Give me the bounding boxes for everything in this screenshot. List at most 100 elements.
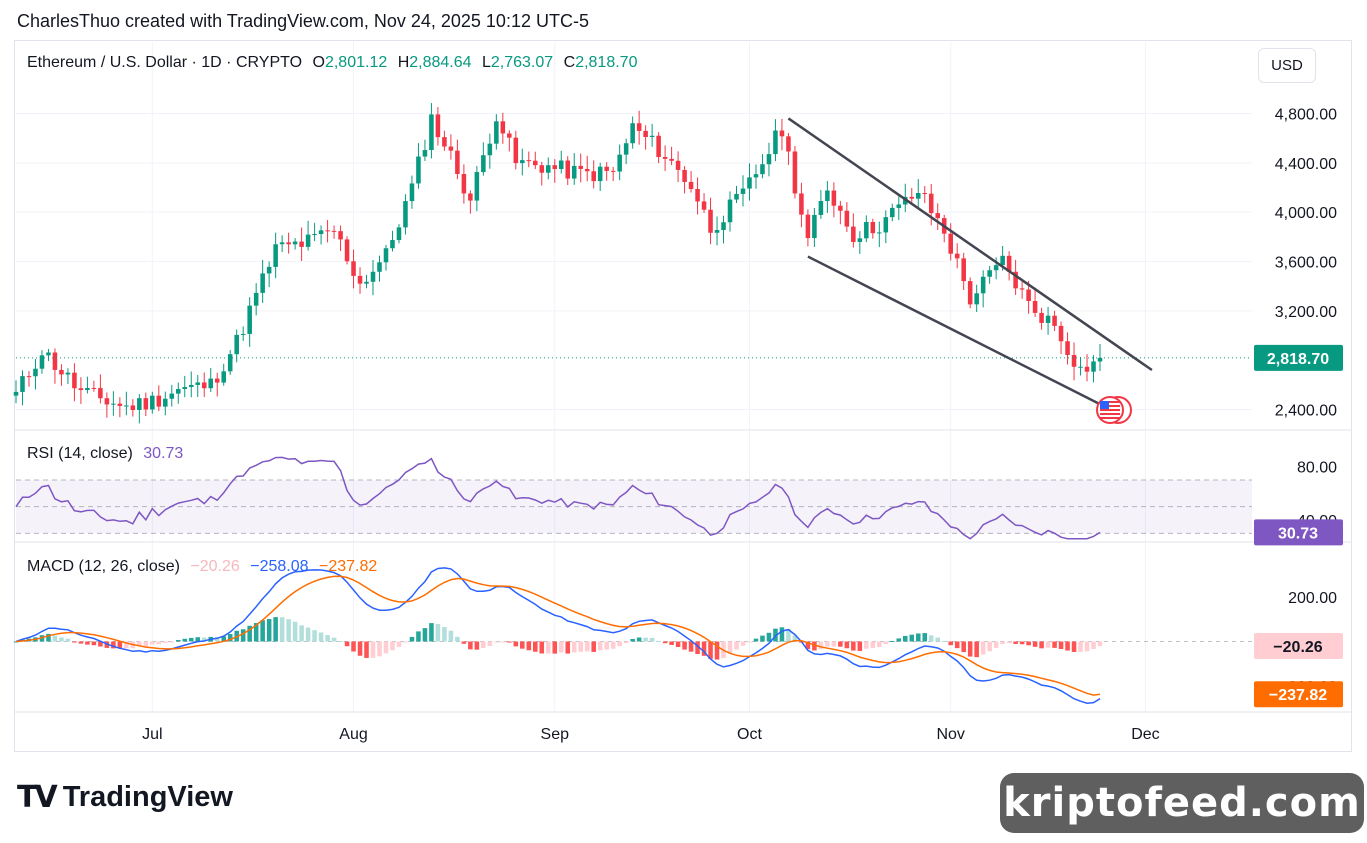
macd-histogram-bar — [357, 641, 363, 656]
macd-histogram-bar — [578, 641, 583, 652]
macd-histogram-bar — [266, 619, 272, 642]
macd-histogram-bar — [636, 637, 642, 642]
macd-histogram-bar — [364, 641, 369, 658]
macd-histogram-bar — [1013, 641, 1018, 644]
tradingview-mark-icon: TV — [17, 780, 58, 815]
macd-histogram-bar — [500, 641, 506, 643]
macd-histogram-bar — [150, 641, 155, 645]
macd-histogram-bar — [675, 641, 681, 648]
macd-histogram-bar — [1078, 641, 1083, 652]
candle-body — [799, 193, 804, 215]
candle-body — [39, 355, 45, 369]
macd-histogram-bar — [584, 641, 590, 652]
candle-body — [163, 398, 168, 407]
macd-histogram-bar — [838, 641, 843, 647]
price-badge-box — [1254, 344, 1343, 371]
candle-body — [565, 160, 571, 179]
macd-histogram-bar — [85, 641, 90, 645]
time-axis-label: Nov — [936, 726, 964, 743]
macd-histogram-bar — [571, 641, 577, 653]
macd-histogram-bar — [915, 633, 921, 642]
tradingview-wordmark: TradingView — [62, 781, 233, 813]
candle-body — [98, 388, 103, 399]
candle-body — [286, 242, 291, 245]
macd-histogram-bar — [292, 621, 298, 642]
macd-histogram-bar — [851, 641, 856, 651]
candle-body — [1052, 315, 1057, 326]
pane-separators — [15, 429, 1351, 713]
macd-histogram-bar — [240, 629, 246, 642]
macd-histogram-bar — [494, 641, 499, 643]
macd-histogram-bar — [1071, 641, 1077, 652]
macd-histogram-bar — [753, 638, 759, 642]
candle-body — [533, 160, 538, 166]
macd-histogram-bar — [176, 639, 181, 642]
macd-histogram-bar — [111, 641, 116, 649]
candle-body — [649, 135, 655, 138]
candle-body — [65, 372, 71, 375]
macd-histogram-bar — [481, 641, 486, 649]
candle-body — [844, 210, 850, 227]
candle-body — [299, 241, 304, 247]
macd-histogram-bar — [656, 640, 661, 642]
macd-histogram-bar — [188, 637, 194, 642]
channel-lower-line — [807, 255, 1114, 412]
time-axis-label: Oct — [737, 726, 762, 743]
macd-histogram-bar — [649, 637, 655, 642]
candle-body — [461, 173, 467, 194]
currency-button[interactable]: USD — [1258, 48, 1316, 83]
candle-body — [688, 181, 694, 189]
macd-histogram-bar — [435, 623, 441, 642]
macd-histogram-bar — [46, 633, 51, 642]
candle-body — [253, 292, 259, 306]
candle-body — [455, 150, 460, 174]
macd-histogram-bar — [857, 641, 863, 651]
macd-histogram-bar — [312, 630, 317, 642]
symbol-name: Ethereum / U.S. Dollar · 1D · CRYPTO — [27, 54, 303, 71]
flag-stripe — [1100, 405, 1120, 407]
macd-histogram-bar — [591, 641, 596, 652]
candle-body — [104, 398, 110, 405]
rsi-line — [15, 456, 1101, 540]
flag-stripe — [1100, 413, 1120, 415]
candle-body — [481, 155, 486, 173]
price-candles — [13, 103, 1252, 424]
candle-body — [338, 231, 343, 240]
macd-histogram-bar — [669, 641, 674, 645]
candle-body — [377, 262, 382, 272]
candle-body — [545, 165, 551, 173]
candle-body — [597, 166, 603, 182]
candle-body — [987, 270, 992, 277]
candle-body — [896, 204, 902, 208]
macd-histogram-bar — [864, 641, 869, 649]
candle-body — [779, 130, 785, 137]
macd-histogram-bar — [214, 637, 220, 642]
macd-histogram-bar — [987, 641, 992, 652]
macd-histogram-bar — [513, 641, 519, 647]
candle-body — [331, 230, 337, 232]
macd-histogram-bar — [163, 641, 168, 644]
macd-histogram-bar — [195, 637, 201, 642]
candle-body — [279, 242, 285, 245]
macd-label: MACD (12, 26, close) — [27, 558, 180, 575]
macd-histogram-bar — [727, 641, 733, 654]
low-label: L — [481, 54, 491, 71]
macd-histogram-bar — [565, 641, 571, 654]
candle-body — [552, 165, 558, 169]
candle-body — [1026, 289, 1031, 302]
rsi-label: RSI (14, close) — [27, 445, 133, 462]
candle-body — [507, 133, 512, 138]
candle-body — [318, 230, 324, 235]
macd-histogram-bar — [954, 641, 960, 649]
macd-histogram-bar — [474, 641, 480, 650]
macd-histogram-bar — [630, 638, 635, 642]
candle-body — [234, 334, 239, 355]
macd-histogram-bar — [792, 635, 798, 642]
macd-histogram-bar — [922, 633, 928, 642]
candle-body — [993, 265, 999, 271]
low-value: 2,763.07 — [490, 54, 554, 71]
candle-body — [526, 160, 532, 162]
candle-body — [851, 226, 856, 242]
macd-histogram-bar — [429, 623, 434, 642]
